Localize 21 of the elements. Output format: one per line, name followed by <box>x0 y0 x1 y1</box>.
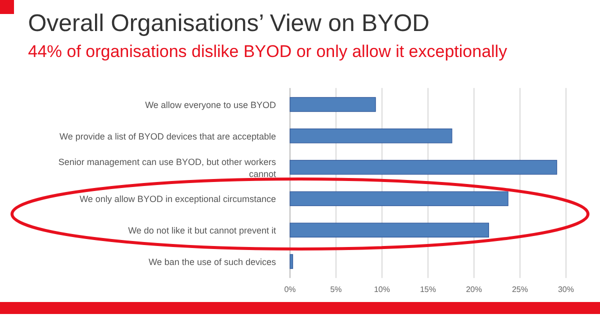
x-tick-label: 0% <box>284 285 296 294</box>
x-tick-label: 20% <box>466 285 482 294</box>
y-tick-label: Senior management can use BYOD, but other workers cannot <box>58 156 276 179</box>
x-tick-label: 30% <box>558 285 574 294</box>
bar <box>290 128 452 144</box>
bar <box>290 254 294 269</box>
bar <box>290 191 508 206</box>
y-tick-label: We provide a list of BYOD devices that are acceptable <box>60 131 276 142</box>
bar <box>290 222 490 238</box>
y-tick-label: We ban the use of such devices <box>148 257 276 268</box>
y-tick-label: We do not like it but cannot prevent it <box>128 226 276 236</box>
chart-title: Overall Organisations’ View on BYOD <box>28 10 430 37</box>
bar <box>290 97 376 112</box>
x-tick-label: 25% <box>512 285 528 294</box>
bar <box>290 160 558 175</box>
x-tick-label: 10% <box>374 285 390 294</box>
y-tick-label: We only allow BYOD in exceptional circumstance <box>80 194 276 204</box>
x-tick-label: 5% <box>330 285 342 294</box>
x-tick-label: 15% <box>420 285 436 294</box>
chart-subtitle: 44% of organisations dislike BYOD or only allow it exceptionally <box>28 42 508 61</box>
y-tick-label: We allow everyone to use BYOD <box>145 100 276 110</box>
